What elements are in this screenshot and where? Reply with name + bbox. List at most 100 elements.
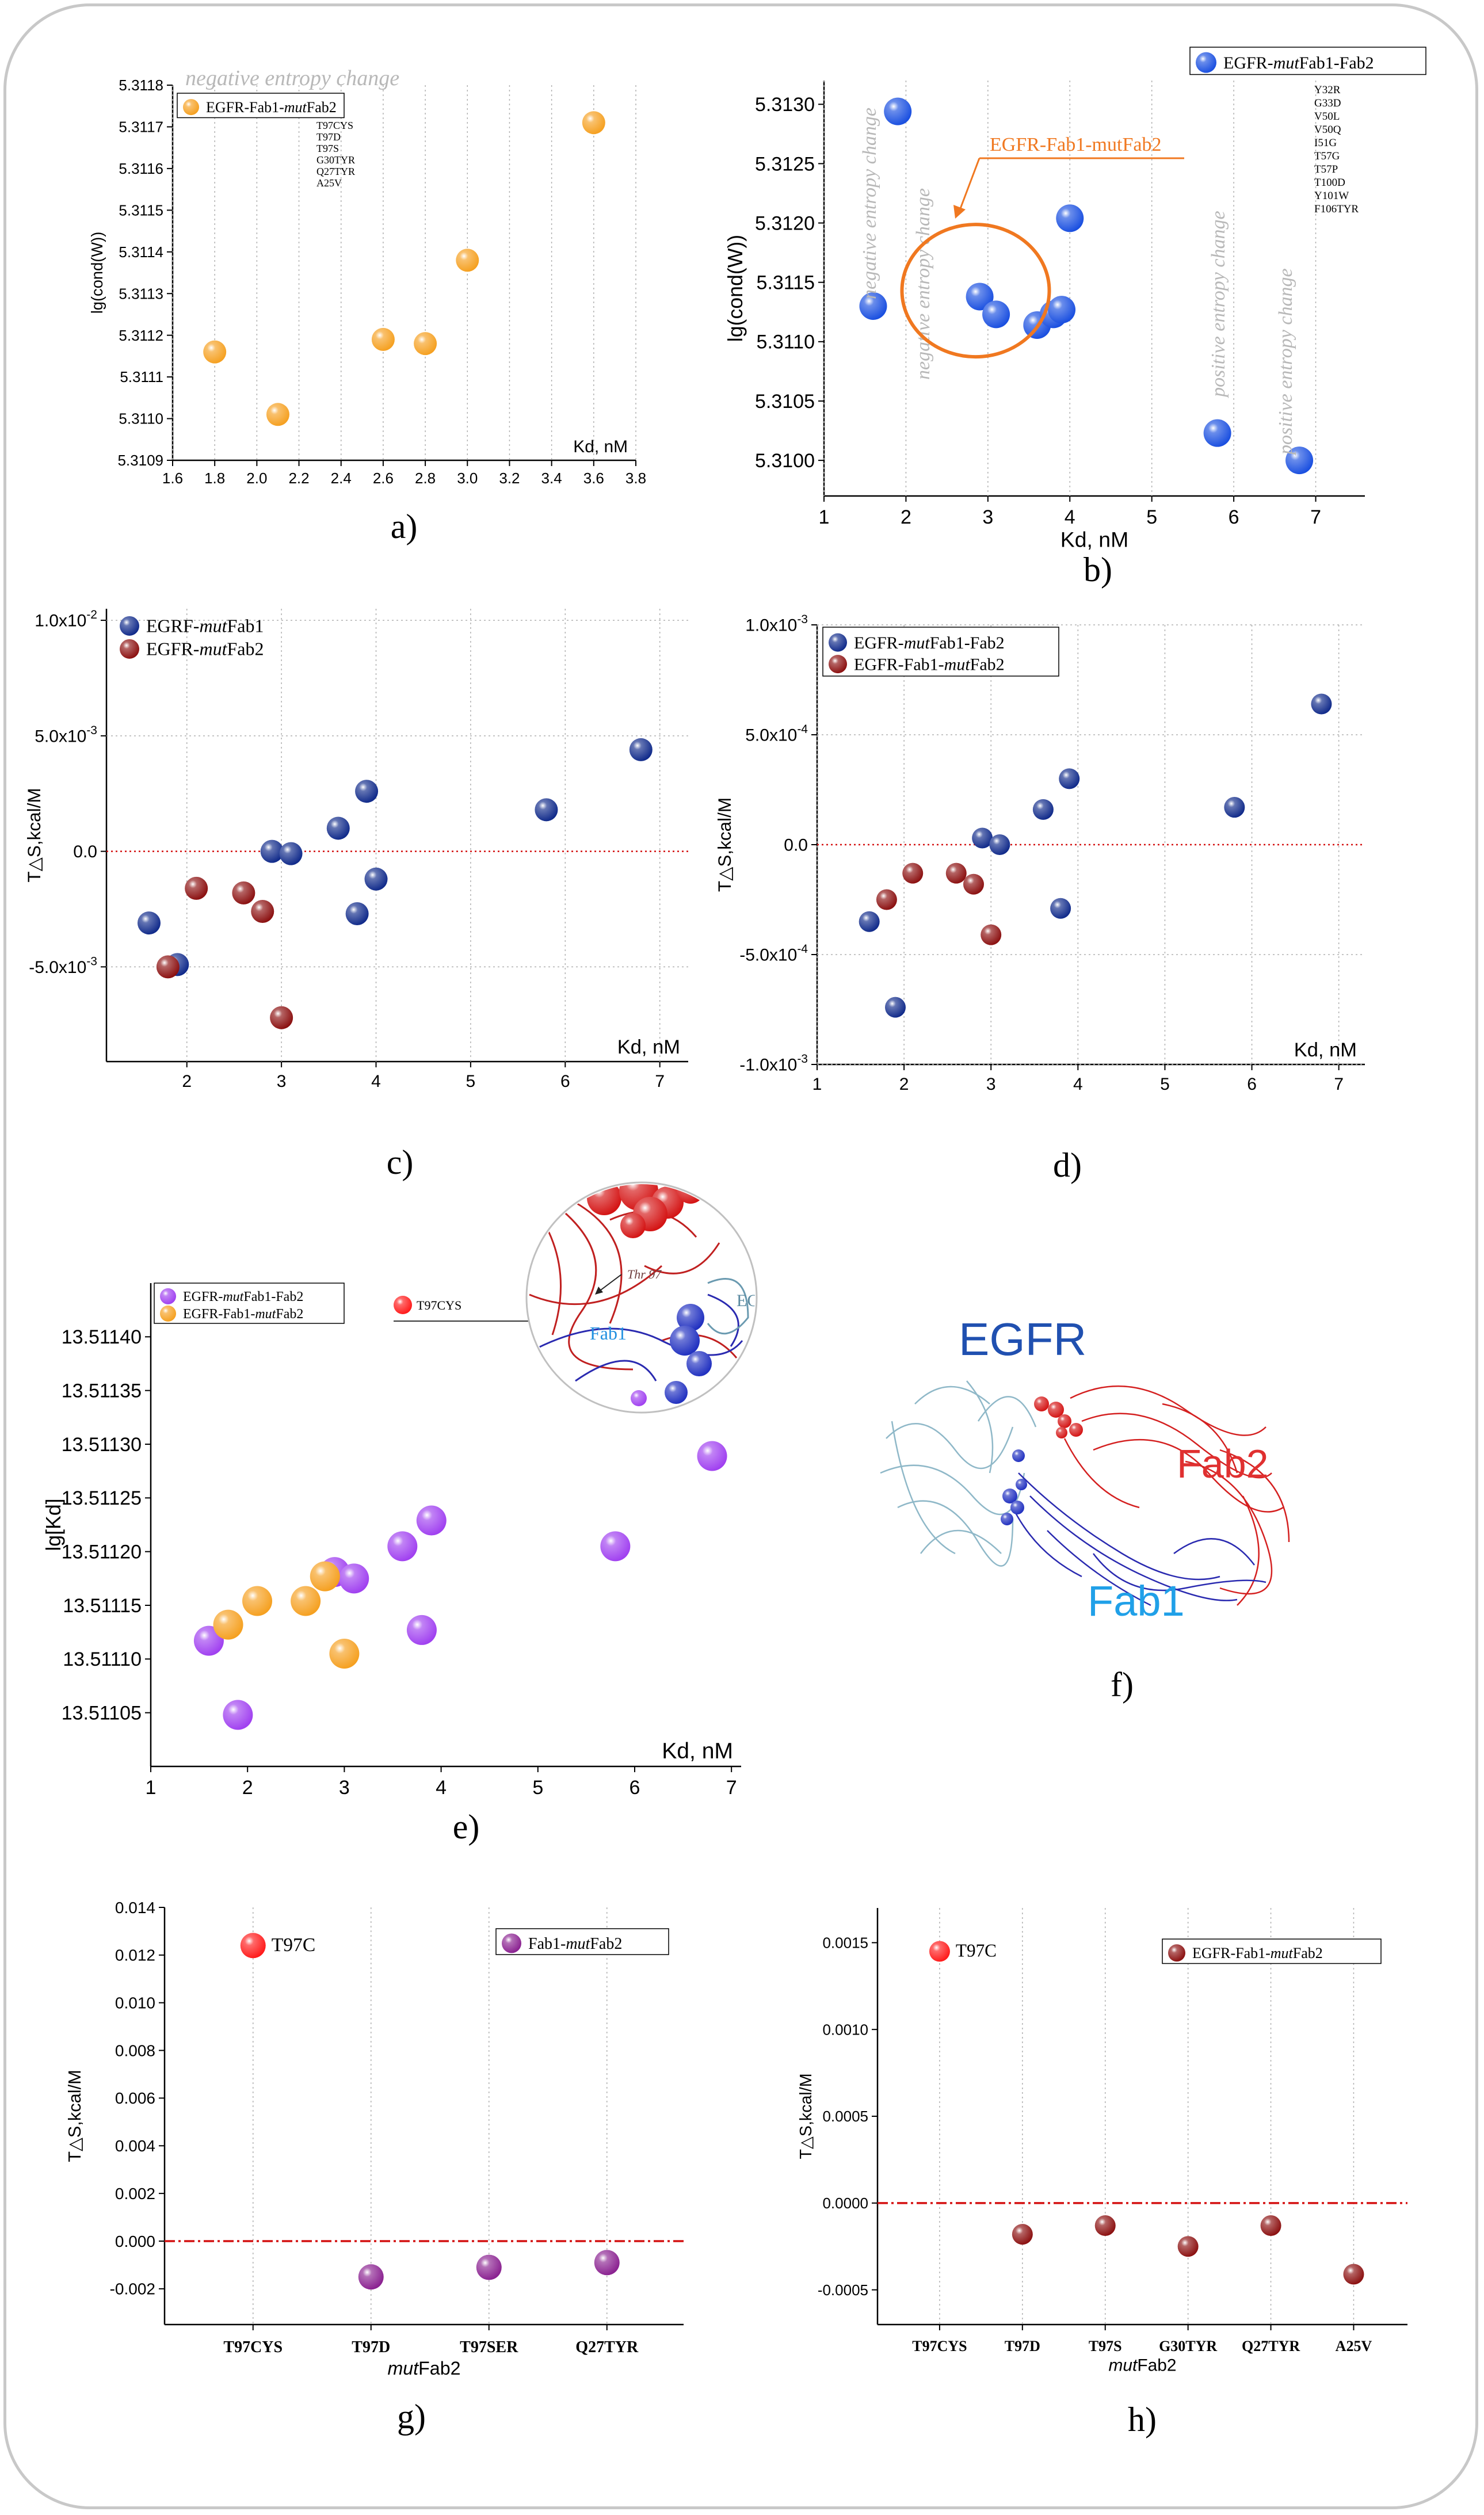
legend-marker [120, 616, 139, 636]
category-label: T97CYS [223, 2338, 283, 2356]
y-tick-label: 5.3117 [119, 119, 163, 136]
data-point-d-0 [885, 997, 906, 1018]
legend-label: EGFR-Fab1-mutFab2 [1192, 1945, 1323, 1961]
fab1-atom [1010, 1501, 1024, 1514]
x-tick-label: 2.2 [288, 470, 309, 487]
y-tick-label: 5.0x10-4 [745, 723, 808, 745]
category-label: Q27TYR [575, 2338, 639, 2356]
x-inside-label: Kd, nM [1294, 1039, 1357, 1061]
data-point-g [594, 2250, 620, 2276]
egfr-strand [966, 1380, 994, 1474]
y-tick-label: 13.51140 [62, 1326, 142, 1348]
fab2-strand [1162, 1403, 1238, 1474]
data-point-e-1 [242, 1586, 273, 1616]
category-label: T97D [352, 2338, 390, 2356]
y-tick-label: 5.3100 [755, 450, 815, 472]
annotation-entropy: negative entropy change [859, 108, 880, 299]
legend-label: Fab1-mutFab2 [528, 1935, 622, 1953]
legend-label: EGRF-mutFab1 [146, 616, 264, 636]
fab1-strand [1173, 1538, 1255, 1566]
chart-d: 1 2 3 4 5 6 7 -1.0x10-3 -5.0x10-4 0.0 5.0x10-4 1.0x… [714, 613, 1365, 1094]
x-tick-label: 5 [466, 1072, 476, 1091]
data-point-e-1 [291, 1586, 321, 1616]
legend-box [154, 1283, 345, 1324]
data-point-g [476, 2254, 502, 2280]
x-tick-label: 3.6 [583, 470, 604, 487]
x-inside-label: Kd, nM [662, 1739, 733, 1764]
x-tick-label: 6 [1229, 506, 1239, 528]
legend-marker [183, 99, 199, 116]
chart-a: 1.6 1.8 2.0 2.2 2.4 2.6 2.8 3.0 3.2 3.4 3.6 3.8 5.31… [88, 66, 646, 487]
x-tick-label: 3.2 [499, 470, 520, 487]
annotation-entropy: positive entropy change [1208, 211, 1229, 398]
mutation-label: G30TYR [316, 154, 355, 166]
callout-arrowhead [953, 205, 966, 219]
x-tick-label: 5 [532, 1777, 543, 1799]
legend-label: EGFR-mutFab1-Fab2 [854, 633, 1005, 652]
y-tick-label: 0.004 [115, 2137, 155, 2155]
chart-b: 1 2 3 4 5 6 7 5.3100 5.3105 5.3110 5.3115 5.3120 5.3… [724, 47, 1426, 551]
data-point-g [240, 1933, 266, 1959]
fab2-atom [1056, 1427, 1067, 1438]
y-axis-label: lg(cond(W)) [724, 235, 747, 342]
fab2-backbone [529, 1265, 663, 1306]
data-point-b-0 [982, 300, 1010, 329]
fab1-atom [677, 1304, 704, 1331]
y-tick-label: 0.008 [115, 2041, 155, 2059]
egfr-strand [977, 1396, 1037, 1428]
fab1-strand [1093, 1553, 1266, 1592]
data-point-b-0 [1203, 419, 1231, 447]
x-tick-label: 7 [1334, 1075, 1344, 1094]
y-tick-label: -0.002 [110, 2280, 155, 2298]
data-point-d-0 [859, 911, 880, 932]
fab1-strand [1018, 1472, 1220, 1581]
data-point-d-0 [989, 834, 1010, 855]
mutation-label: T97S [316, 143, 339, 154]
data-point-e-0 [600, 1531, 631, 1562]
legend-marker [829, 655, 847, 674]
data-point-a-0 [266, 403, 289, 426]
highlight-circle [900, 223, 1051, 359]
legend-box [822, 627, 1059, 677]
chart-e: 1 2 3 4 5 6 7 13.51105 13.51110 13.51115 13.51120 1… [42, 1181, 781, 1799]
legend-label: EGFR-mutFab2 [146, 639, 264, 659]
data-point-e-0 [223, 1700, 253, 1730]
panel-caption: e) [453, 1808, 480, 1846]
data-point-c-0 [137, 911, 161, 935]
x-tick-label: 3 [277, 1072, 287, 1091]
y-tick-label: 0.0 [73, 842, 97, 861]
data-point-c-1 [156, 955, 180, 979]
data-point-d-1 [981, 924, 1002, 945]
data-point-h [929, 1941, 950, 1962]
callout-line [959, 158, 981, 211]
fab1-atom [1012, 1449, 1025, 1462]
x-tick-label: 1 [146, 1777, 157, 1799]
x-tick-label: 3.8 [625, 470, 646, 487]
fab1-label: Fab1 [1088, 1577, 1185, 1625]
data-point-h [1343, 2264, 1364, 2285]
x-tick-label: 2.4 [331, 470, 352, 487]
y-tick-label: 5.3110 [119, 410, 163, 428]
data-point-c-0 [260, 839, 284, 863]
y-tick-label: 13.51115 [63, 1595, 142, 1617]
data-point-c-0 [326, 816, 350, 840]
y-axis-label: T△S,kcal/M [797, 2073, 815, 2159]
fab1-backbone [529, 1327, 743, 1356]
x-axis-label: mutFab2 [387, 2358, 460, 2379]
category-label: T97SER [460, 2338, 518, 2356]
y-tick-label: 13.51105 [62, 1703, 142, 1724]
y-tick-label: 5.3114 [119, 243, 163, 261]
x-axis-label: Kd, nM [1060, 527, 1128, 551]
x-tick-label: 3.4 [541, 470, 562, 487]
inset-egfr-label: EGFR [737, 1291, 781, 1310]
panel-caption: g) [397, 2398, 426, 2436]
egfr-backbone [707, 1278, 749, 1335]
legend-label: EGFR-Fab1-mutFab2 [854, 655, 1005, 674]
fab1-atom [1002, 1489, 1017, 1503]
data-point-d-1 [945, 862, 967, 884]
y-axis-label: T△S,kcal/M [24, 788, 44, 882]
data-point-a-0 [371, 327, 395, 351]
y-tick-label: 0.0005 [822, 2108, 868, 2125]
panel-caption: d) [1053, 1146, 1082, 1184]
